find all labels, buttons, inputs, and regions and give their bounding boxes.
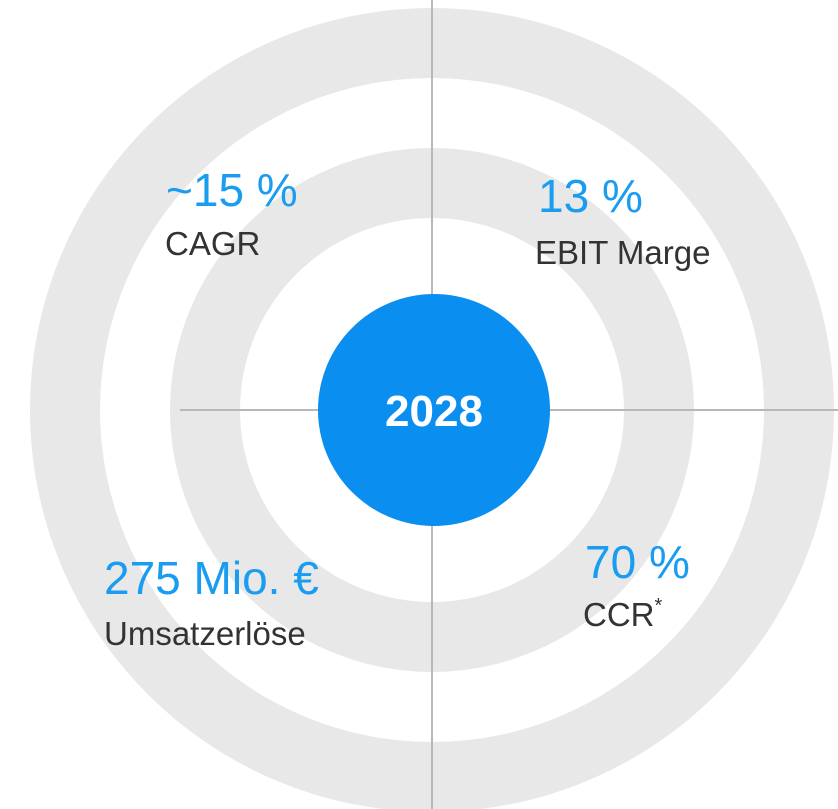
metric-label: CCR* xyxy=(583,595,663,633)
metric-label: Umsatzerlöse xyxy=(104,615,306,652)
metric-value: 70 % xyxy=(585,536,690,588)
metric-value: ~15 % xyxy=(166,164,298,216)
center-label: 2028 xyxy=(385,387,483,436)
metric-label: EBIT Marge xyxy=(535,234,710,271)
metric-label: CAGR xyxy=(165,225,260,262)
center-circle xyxy=(318,294,550,526)
metric-value: 13 % xyxy=(538,170,643,222)
metric-value: 275 Mio. € xyxy=(104,552,319,604)
footnote-mark: * xyxy=(655,595,663,617)
metric-label-text: CCR xyxy=(583,596,655,633)
